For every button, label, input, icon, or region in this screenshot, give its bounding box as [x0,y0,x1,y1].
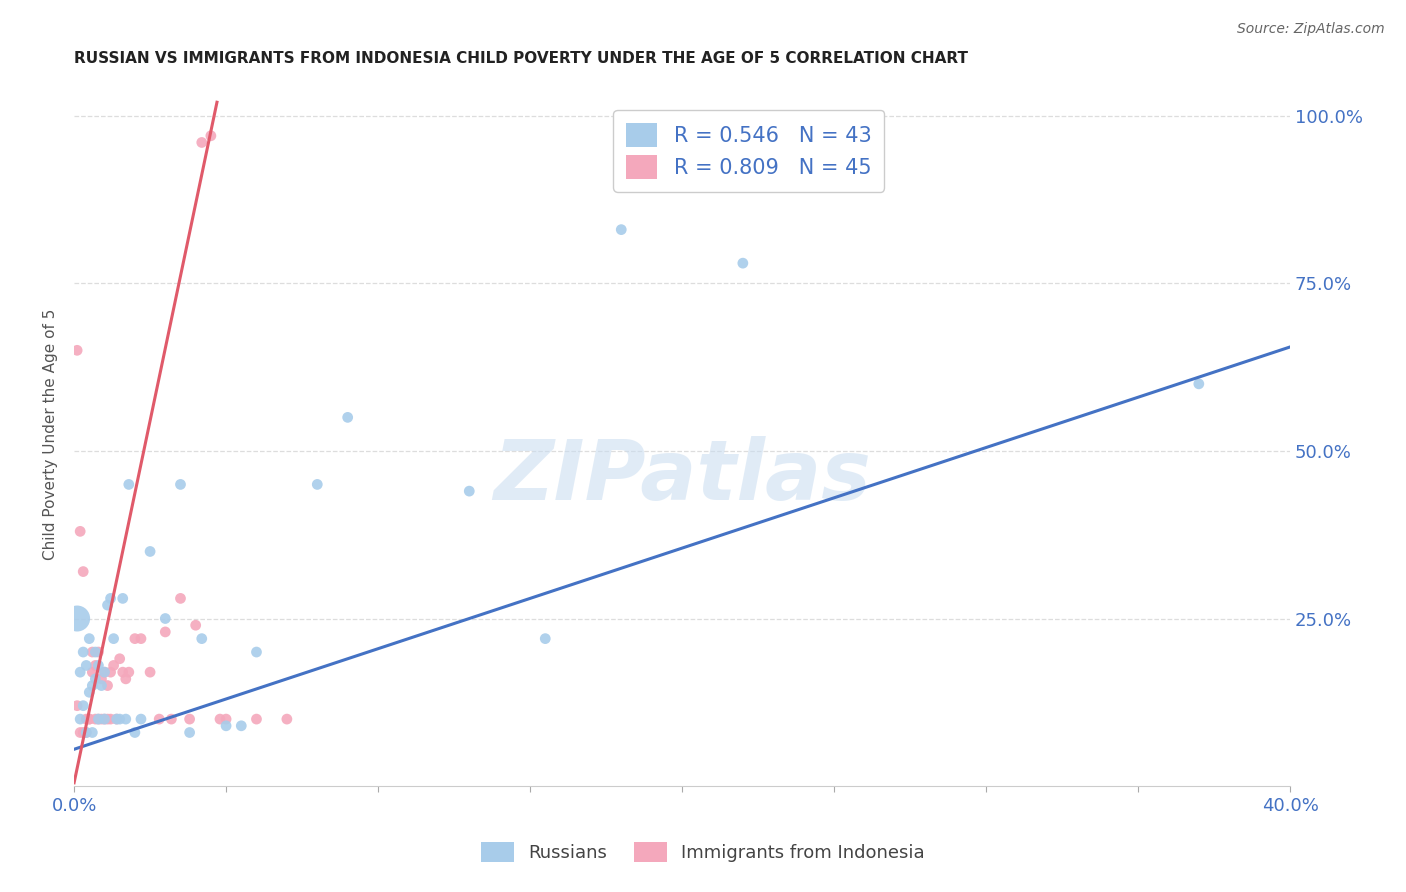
Point [184,618,207,632]
Point [96,712,118,726]
Point [82,645,104,659]
Point [84,645,107,659]
Point [191,136,214,150]
Point [458,484,481,499]
Point [731,256,754,270]
Point [129,712,152,726]
Point [108,652,131,666]
Point [215,712,238,726]
Point [245,712,267,726]
Point [82,725,104,739]
Point [75,658,97,673]
Point [179,725,201,739]
Point [169,591,191,606]
Point [208,712,231,726]
Point [90,679,112,693]
Point [100,665,122,680]
Point [75,725,97,739]
Point [105,712,128,726]
Point [69,712,91,726]
Point [307,477,329,491]
Point [93,712,115,726]
Point [87,658,110,673]
Point [124,632,146,646]
Point [118,477,141,491]
Point [108,712,131,726]
Point [105,712,128,726]
Point [75,712,97,726]
Point [100,591,122,606]
Point [72,565,94,579]
Point [72,725,94,739]
Point [179,712,201,726]
Point [82,679,104,693]
Text: RUSSIAN VS IMMIGRANTS FROM INDONESIA CHILD POVERTY UNDER THE AGE OF 5 CORRELATIO: RUSSIAN VS IMMIGRANTS FROM INDONESIA CHI… [75,51,969,66]
Point [87,712,110,726]
Point [90,672,112,686]
Point [93,665,115,680]
Point [69,524,91,539]
Point [160,712,183,726]
Point [75,725,97,739]
Point [111,665,134,680]
Point [79,685,101,699]
Point [276,712,298,726]
Point [114,712,136,726]
Point [66,698,89,713]
Point [114,672,136,686]
Text: Source: ZipAtlas.com: Source: ZipAtlas.com [1237,22,1385,37]
Point [72,645,94,659]
Point [66,611,89,625]
Point [90,712,112,726]
Point [66,343,89,358]
Point [336,410,359,425]
Point [129,632,152,646]
Point [84,712,107,726]
Point [103,632,125,646]
Point [155,624,177,639]
Point [200,128,222,143]
Y-axis label: Child Poverty Under the Age of 5: Child Poverty Under the Age of 5 [44,309,58,560]
Point [139,544,162,558]
Point [231,719,253,733]
Point [169,477,191,491]
Point [215,719,238,733]
Point [111,591,134,606]
Point [79,712,101,726]
Point [72,698,94,713]
Legend: Russians, Immigrants from Indonesia: Russians, Immigrants from Indonesia [474,834,932,870]
Point [1188,376,1211,391]
Point [118,665,141,680]
Point [84,658,107,673]
Point [79,632,101,646]
Legend: R = 0.546   N = 43, R = 0.809   N = 45: R = 0.546 N = 43, R = 0.809 N = 45 [613,110,884,192]
Point [87,645,110,659]
Point [69,665,91,680]
Point [103,658,125,673]
Point [124,725,146,739]
Point [96,679,118,693]
Point [139,665,162,680]
Point [191,632,214,646]
Point [534,632,557,646]
Point [96,598,118,612]
Point [82,665,104,680]
Text: ZIPatlas: ZIPatlas [494,436,870,516]
Point [93,712,115,726]
Point [610,222,633,236]
Point [245,645,267,659]
Point [79,712,101,726]
Point [148,712,170,726]
Point [100,712,122,726]
Point [84,672,107,686]
Point [155,611,177,625]
Point [93,665,115,680]
Point [69,725,91,739]
Point [87,712,110,726]
